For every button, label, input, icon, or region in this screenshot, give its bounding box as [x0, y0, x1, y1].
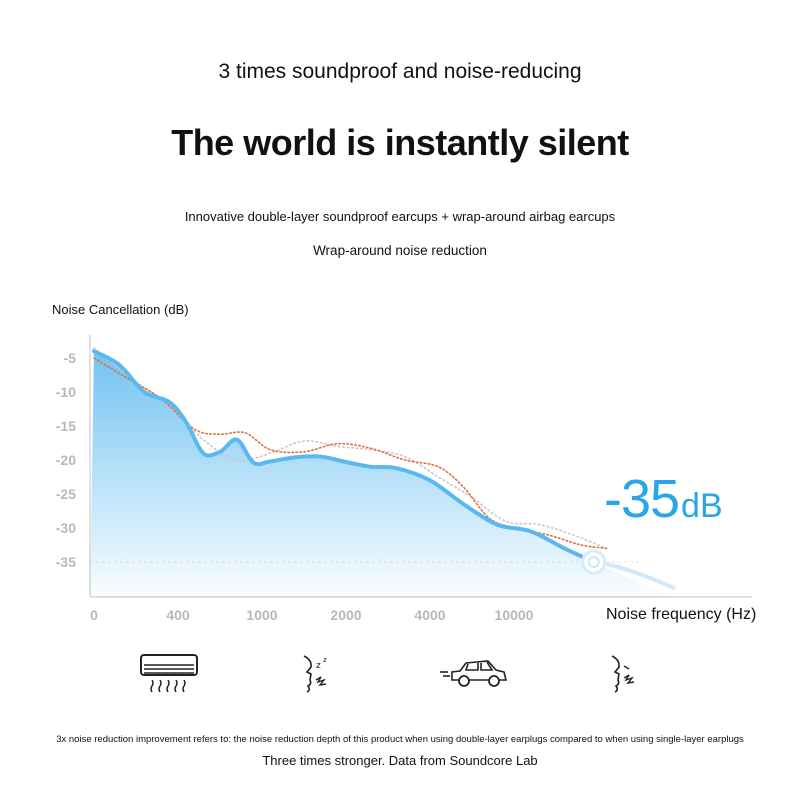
chart-marker: [581, 549, 607, 575]
noise-cancellation-chart: -5 -10 -15 -20 -25 -30 -35 0 400 1000 2000 4000 1000…: [56, 335, 752, 623]
highlight-number: -35: [604, 469, 680, 529]
x-tick-label: 10000: [495, 607, 534, 623]
x-tick-label: 1000: [246, 607, 277, 623]
y-tick-label: -5: [64, 350, 77, 366]
chart-ticks: -5 -10 -15 -20 -25 -30 -35 0 400 1000 2000 4000 1000…: [56, 350, 534, 623]
y-tick-label: -10: [56, 384, 76, 400]
y-tick-label: -25: [56, 486, 76, 502]
x-tick-label: 0: [90, 607, 98, 623]
svg-text:z: z: [316, 661, 321, 671]
tagline-secondary: Wrap-around noise reduction: [313, 243, 487, 258]
snoring-person-icon: z z: [303, 655, 327, 693]
y-tick-label: -35: [56, 554, 76, 570]
subtitle: 3 times soundproof and noise-reducing: [218, 60, 582, 83]
x-axis-label: Noise frequency (Hz): [606, 606, 757, 623]
main-series-line: [92, 349, 596, 564]
highlight-value: -35dB: [604, 468, 723, 530]
chart-area-fill: [90, 351, 674, 597]
y-axis-label: Noise Cancellation (dB): [52, 302, 189, 317]
air-conditioner-icon: [140, 654, 198, 693]
y-tick-label: -20: [56, 452, 76, 468]
x-tick-label: 2000: [330, 607, 361, 623]
talking-person-icon: [611, 655, 635, 693]
x-tick-label: 4000: [414, 607, 445, 623]
car-icon: [440, 660, 508, 687]
x-tick-label: 400: [166, 607, 190, 623]
data-source: Three times stronger. Data from Soundcor…: [262, 753, 538, 768]
highlight-unit: dB: [681, 487, 723, 525]
svg-text:z: z: [323, 656, 327, 664]
footnote: 3x noise reduction improvement refers to…: [56, 734, 744, 745]
y-tick-label: -30: [56, 520, 76, 536]
y-tick-label: -15: [56, 418, 76, 434]
marker-dot: [588, 556, 600, 568]
main-series-area: [90, 351, 674, 597]
headline: The world is instantly silent: [171, 122, 629, 163]
tagline-primary: Innovative double-layer soundproof earcu…: [184, 209, 616, 224]
